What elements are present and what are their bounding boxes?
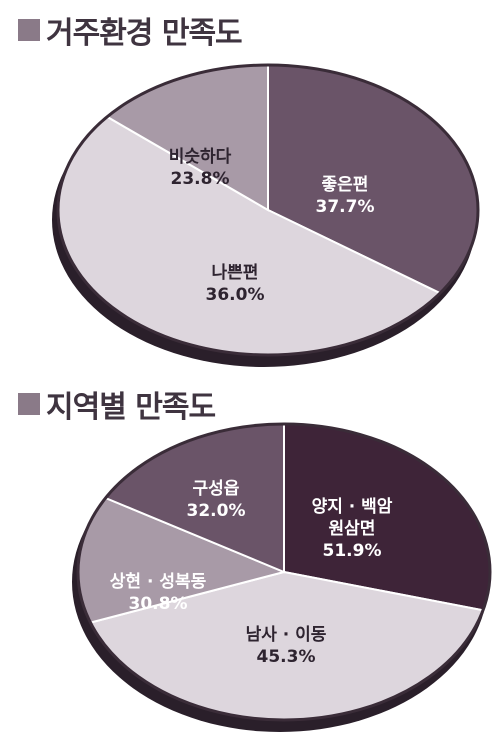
slice-category-label: 원삼면 [329, 519, 376, 539]
chart-title-text: 지역별 만족도 [46, 390, 216, 425]
slice-category-label: 남사 · 이동 [246, 625, 327, 645]
slice-category-label: 양지 · 백암 [312, 497, 393, 517]
slice-category-label: 비슷하다 [169, 147, 232, 167]
pie-rim [76, 422, 492, 722]
slice-value-label: 37.7% [316, 197, 375, 217]
slice-value-label: 30.8% [129, 594, 188, 614]
slice-category-label: 구성읍 [193, 479, 240, 499]
title-square-icon [18, 19, 40, 41]
slice-value-label: 51.9% [323, 541, 382, 561]
slice-category-label: 상현 · 성복동 [110, 572, 207, 592]
slice-category-label: 좋은편 [322, 175, 369, 195]
chart-title-text: 거주환경 만족도 [46, 16, 243, 51]
slice-category-label: 나쁜편 [212, 263, 259, 283]
title-square-icon [18, 393, 40, 415]
slice-value-label: 45.3% [257, 647, 316, 667]
pie-rim [56, 63, 480, 357]
slice-value-label: 32.0% [187, 501, 246, 521]
chart-title-residential: 거주환경 만족도 [18, 8, 243, 52]
slice-value-label: 36.0% [206, 285, 265, 305]
slice-value-label: 23.8% [171, 169, 230, 189]
chart-title-regional: 지역별 만족도 [18, 382, 216, 426]
